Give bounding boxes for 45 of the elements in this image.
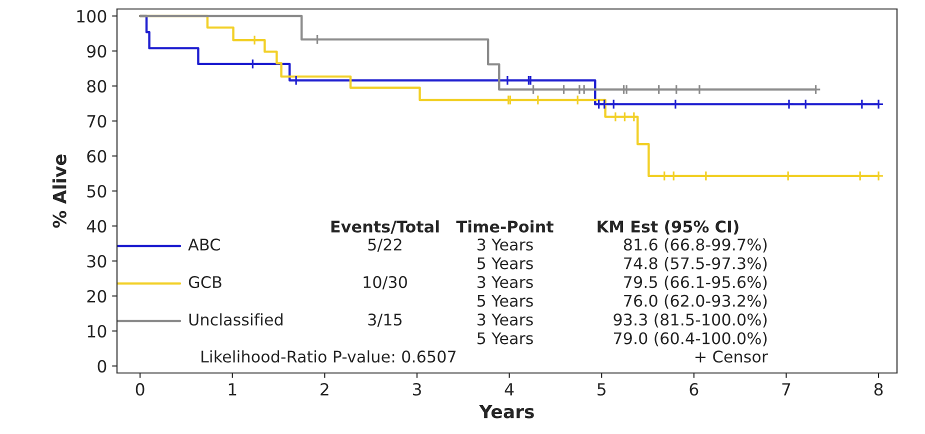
annotation: Time-Point: [456, 220, 554, 233]
annotation: 5/22: [368, 238, 402, 252]
annotation: 93.3 (81.5-100.0%): [614, 313, 767, 328]
y-tick-label: 20: [87, 290, 106, 303]
x-tick-label: 8: [874, 383, 883, 396]
x-tick-label: 5: [598, 383, 606, 396]
x-axis-title: Years: [479, 404, 534, 418]
annotation: KM Est (95% CI): [598, 220, 738, 235]
annotation: 76.0 (62.0-93.2%): [624, 294, 767, 309]
x-tick-label: 3: [412, 383, 421, 396]
x-tick-label: 6: [690, 383, 698, 396]
y-tick-label: 70: [87, 114, 106, 128]
y-tick-label: 50: [87, 184, 106, 198]
x-tick-label: 1: [228, 383, 236, 396]
annotation: + Censor: [695, 350, 768, 363]
annotation: 3/15: [368, 314, 402, 327]
y-tick-label: 0: [98, 360, 106, 373]
annotation: 3 Years: [478, 314, 533, 326]
y-tick-label: 40: [86, 220, 106, 233]
legend-label: GCB: [188, 276, 222, 288]
annotation: 74.8 (57.5-97.3%): [624, 256, 767, 272]
y-tick-label: 10: [88, 324, 106, 338]
annotation: 5 Years: [478, 257, 533, 270]
annotation: 79.0 (60.4-100.0%): [614, 332, 767, 346]
annotation: Likelihood-Ratio P-value: 0.6507: [202, 350, 456, 363]
annotation: 10/30: [364, 276, 407, 290]
annotation: 81.6 (66.8-99.7%): [624, 238, 767, 253]
y-tick-label: 100: [77, 10, 106, 23]
y-tick-label: 90: [87, 44, 106, 58]
legend-label: ABC: [188, 238, 220, 251]
y-tick-label: 30: [87, 254, 106, 268]
annotation: 3 Years: [478, 276, 533, 288]
x-tick-label: 7: [782, 383, 790, 396]
annotation: 5 Years: [478, 332, 533, 344]
x-tick-label: 4: [504, 383, 514, 396]
x-tick-label: 0: [136, 383, 144, 396]
annotation: 5 Years: [478, 294, 533, 307]
y-axis-title: % Alive: [52, 154, 66, 228]
annotation: Events/Total: [331, 220, 439, 234]
annotation: 3 Years: [478, 238, 533, 251]
annotation: 79.5 (66.1-95.6%): [624, 276, 767, 290]
x-tick-label: 2: [320, 383, 328, 396]
y-tick-label: 60: [87, 150, 106, 163]
legend-label: Unclassified: [189, 313, 282, 326]
y-tick-label: 80: [87, 80, 106, 93]
